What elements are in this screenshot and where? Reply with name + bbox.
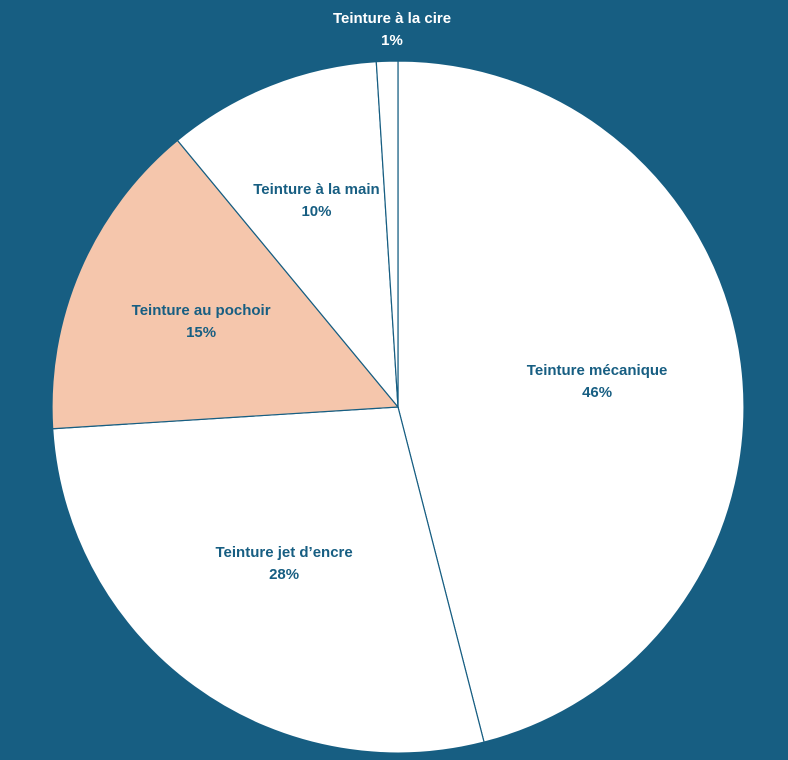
slice-name-label: Teinture jet d’encre	[215, 543, 353, 561]
slice-name-label: Teinture à la main	[253, 181, 380, 199]
pie-slice-teinture-mecanique	[397, 60, 745, 743]
pie-slice-teinture-au-pochoir	[51, 139, 400, 430]
slice-percent-label: 15%	[186, 323, 217, 341]
slice-name-label: Teinture au pochoir	[131, 301, 271, 319]
pie-slice-teinture-a-la-cire	[375, 60, 399, 408]
data-label-teinture-au-pochoir: Teinture au pochoir 15%	[132, 300, 271, 344]
slice-percent-label: 46%	[582, 383, 613, 401]
slice-name-label: Teinture à la cire	[332, 10, 452, 27]
slice-percent-label: 28%	[269, 565, 300, 583]
pie-slice-teinture-a-la-main	[176, 61, 399, 409]
slice-percent-label: 10%	[301, 203, 332, 221]
slice-name-label: Teinture mécanique	[526, 361, 668, 379]
data-label-teinture-a-la-main: Teinture à la main 10%	[253, 179, 379, 223]
data-label-teinture-mecanique: Teinture mécanique 46%	[527, 360, 668, 404]
data-label-teinture-jet-d-encre: Teinture jet d’encre 28%	[215, 542, 352, 586]
data-label-teinture-a-la-cire: Teinture à la cire 1%	[333, 8, 451, 52]
slice-percent-label: 1%	[381, 32, 403, 49]
pie-slice-teinture-jet-d-encre	[52, 406, 485, 754]
